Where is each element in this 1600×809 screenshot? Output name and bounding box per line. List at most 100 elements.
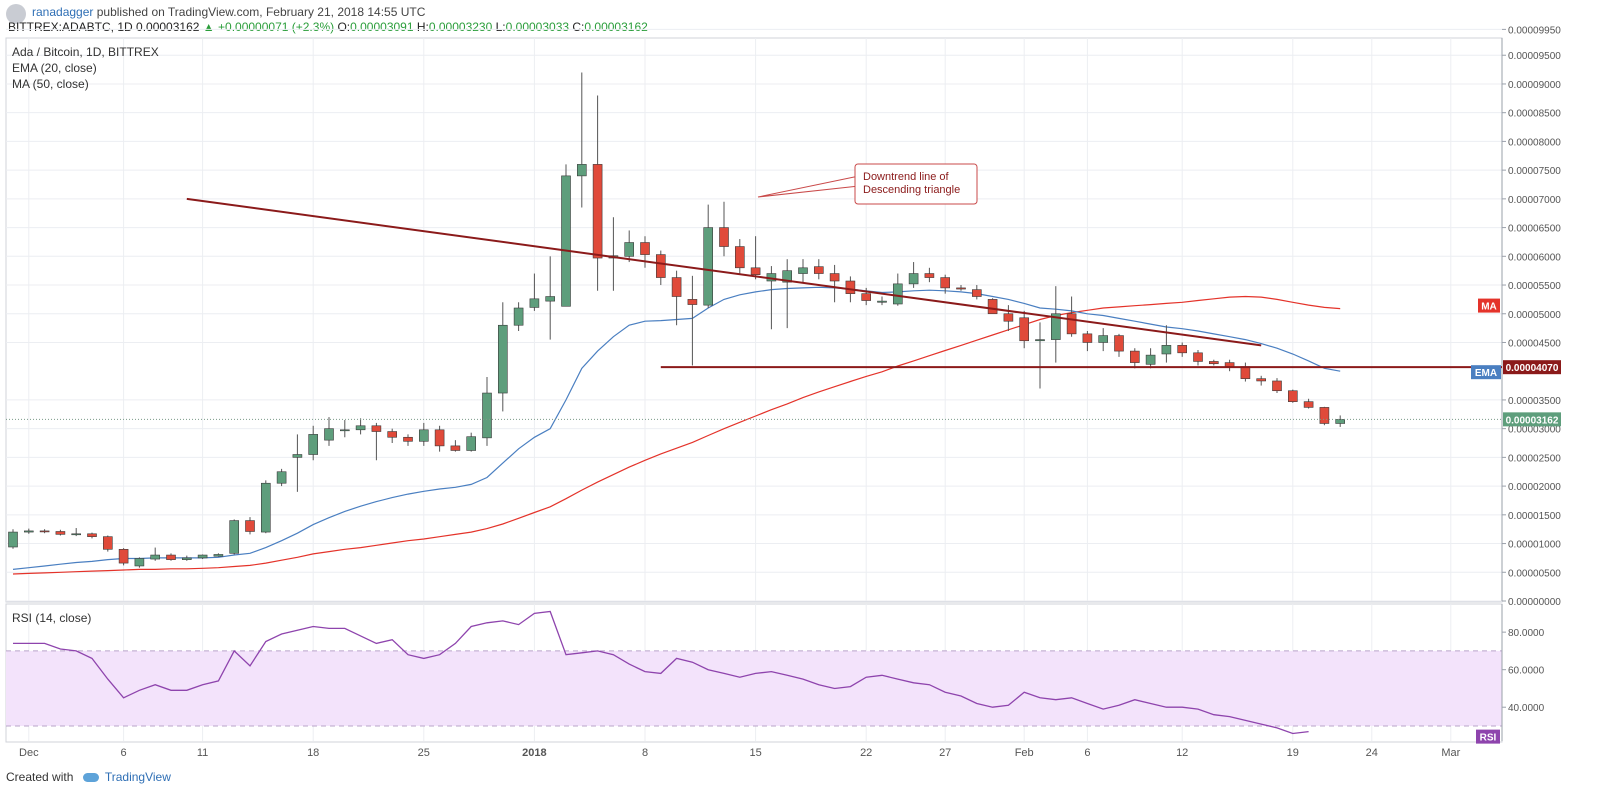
candle-body-up: [355, 425, 366, 431]
candle-body-up: [324, 428, 334, 441]
time-tick-label: 24: [1366, 747, 1378, 759]
candle: [687, 275, 698, 366]
tradingview-brand-link[interactable]: TradingView: [104, 770, 171, 784]
close-label: C:: [572, 20, 585, 34]
candle: [924, 267, 935, 283]
price-tick-label: 0.00003000: [1508, 425, 1561, 436]
candle: [940, 274, 951, 294]
candle-body-up: [134, 558, 145, 567]
candle: [276, 468, 287, 487]
price-tick-label: 0.00007000: [1508, 195, 1561, 206]
candle-body-down: [39, 530, 50, 533]
rsi-axis[interactable]: 40.0000 60.0000 80.0000: [1501, 604, 1545, 741]
candle: [987, 298, 998, 315]
rsi-side-tag: RSI: [1480, 733, 1497, 744]
candle: [150, 547, 160, 561]
candle: [1256, 375, 1266, 386]
candle-body-up: [1161, 345, 1172, 355]
price-axis[interactable]: 0.00000000 0.00000500 0.00001000 0.00001500…: [1501, 25, 1561, 608]
candle-body-down: [1114, 335, 1124, 352]
candle: [434, 425, 445, 452]
candle: [545, 256, 556, 340]
price-tick-label: 0.00007500: [1508, 166, 1561, 177]
candle-body-down: [813, 266, 824, 274]
candle: [877, 296, 887, 306]
open-value: 0.00003091: [350, 20, 414, 34]
candle-body-down: [1240, 366, 1251, 379]
candle-body-down: [592, 164, 603, 259]
candle-body-down: [750, 267, 761, 275]
time-tick-label: 22: [860, 747, 872, 759]
price-tick-label: 0.00002500: [1508, 453, 1561, 464]
publish-info: ranadagger published on TradingView.com,…: [32, 5, 425, 19]
downtrend-line: [186, 197, 1262, 347]
candle-body-up: [798, 267, 808, 274]
candle-body-up: [545, 296, 556, 302]
time-tick-label: 6: [1084, 747, 1090, 759]
candle: [798, 259, 808, 283]
candle: [592, 95, 603, 291]
candle: [734, 239, 745, 274]
candle-body-down: [956, 287, 966, 290]
candle-body-down: [1003, 313, 1014, 322]
last-price-tag-bg: [1503, 412, 1561, 427]
price-pane[interactable]: [5, 37, 1503, 603]
time-tick-label: 27: [939, 747, 951, 759]
ma-line: [12, 295, 1341, 575]
candle-body-up: [561, 175, 571, 307]
candle-body-up: [497, 324, 508, 394]
candle: [655, 250, 666, 286]
candle-body-down: [1066, 313, 1077, 335]
candle: [482, 376, 492, 446]
rsi-band-fill: [6, 650, 1502, 726]
author-link[interactable]: ranadagger: [32, 5, 94, 19]
ema-side-tag-bg: [1471, 365, 1501, 380]
candle: [513, 302, 524, 331]
time-axis[interactable]: Dec 6 11 18 25 2018 8 15 22 27 Feb 6 12 19 24 Mar: [19, 747, 1461, 759]
candle: [418, 422, 429, 446]
price-tick-label: 0.00000500: [1508, 568, 1561, 579]
annotation-text: Downtrend line of: [863, 171, 950, 183]
candle-body-down: [719, 227, 729, 247]
candle-body-up: [213, 554, 224, 557]
candle: [971, 285, 982, 300]
candle: [1019, 310, 1030, 349]
candle-body-up: [418, 429, 429, 442]
candle-body-down: [640, 242, 650, 255]
candle-body-down: [403, 436, 413, 442]
candle-body-down: [671, 277, 682, 297]
candle: [403, 434, 413, 446]
author-avatar-icon: [6, 4, 26, 24]
chart-area[interactable]: 0.00000000 0.00000500 0.00001000 0.00001500…: [0, 0, 1600, 770]
candle: [1193, 349, 1203, 366]
price-tick-label: 0.00006500: [1508, 224, 1561, 235]
legend-rsi: RSI (14, close): [12, 611, 91, 625]
candle: [1066, 296, 1077, 337]
candle-body-down: [103, 536, 113, 550]
candle-body-down: [166, 554, 176, 560]
ema-value-tag-bg: [1503, 360, 1561, 375]
candle-body-down: [687, 299, 698, 305]
candle: [671, 270, 682, 326]
price-tick-label: 0.00009500: [1508, 51, 1561, 62]
price-tick-label: 0.00005000: [1508, 310, 1561, 321]
time-tick-label: Mar: [1441, 747, 1460, 759]
candle: [182, 555, 192, 561]
candle: [292, 434, 303, 492]
price-tick-label: 0.00002000: [1508, 482, 1561, 493]
candle: [39, 529, 50, 534]
candle-body-down: [1193, 352, 1203, 362]
candle-body-up: [260, 482, 271, 533]
candle-body-down: [1224, 362, 1235, 367]
candle: [497, 302, 508, 412]
time-tick-label: 12: [1176, 747, 1188, 759]
candles: [8, 72, 1345, 568]
candle-body-down: [1130, 350, 1140, 363]
candle: [561, 164, 571, 307]
candle-body-down: [387, 431, 398, 438]
candle: [339, 420, 350, 438]
candle: [450, 440, 461, 452]
candle-body-up: [71, 533, 81, 536]
open-label: O:: [337, 20, 351, 34]
